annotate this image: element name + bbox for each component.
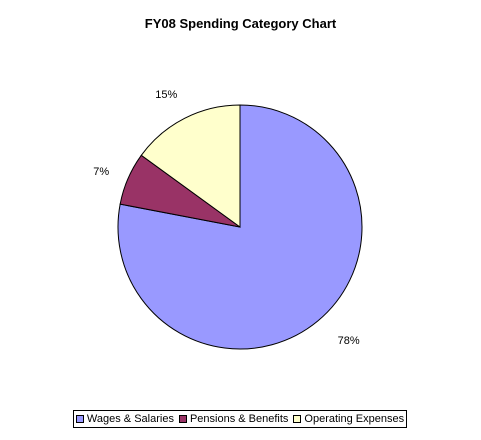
- pie-slice-operating-expenses: [140, 104, 241, 228]
- legend-item-operating-expenses: Operating Expenses: [293, 413, 404, 425]
- legend-label-operating-expenses: Operating Expenses: [304, 413, 405, 425]
- legend: Wages & Salaries Pensions & Benefits Ope…: [73, 410, 407, 428]
- legend-item-pensions-benefits: Pensions & Benefits: [178, 413, 289, 425]
- chart-title: FY08 Spending Category Chart: [144, 16, 337, 31]
- legend-label-wages-salaries: Wages & Salaries: [86, 413, 174, 425]
- data-label-wages-salaries: 78%: [338, 335, 360, 347]
- data-label-pensions-benefits: 7%: [93, 166, 109, 178]
- legend-item-wages-salaries: Wages & Salaries: [75, 413, 174, 425]
- legend-swatch-operating-expenses: [293, 415, 302, 423]
- legend-swatch-wages-salaries: [75, 415, 84, 423]
- legend-label-pensions-benefits: Pensions & Benefits: [189, 413, 289, 425]
- legend-swatch-pensions-benefits: [178, 415, 187, 423]
- data-label-operating-expenses: 15%: [155, 89, 177, 101]
